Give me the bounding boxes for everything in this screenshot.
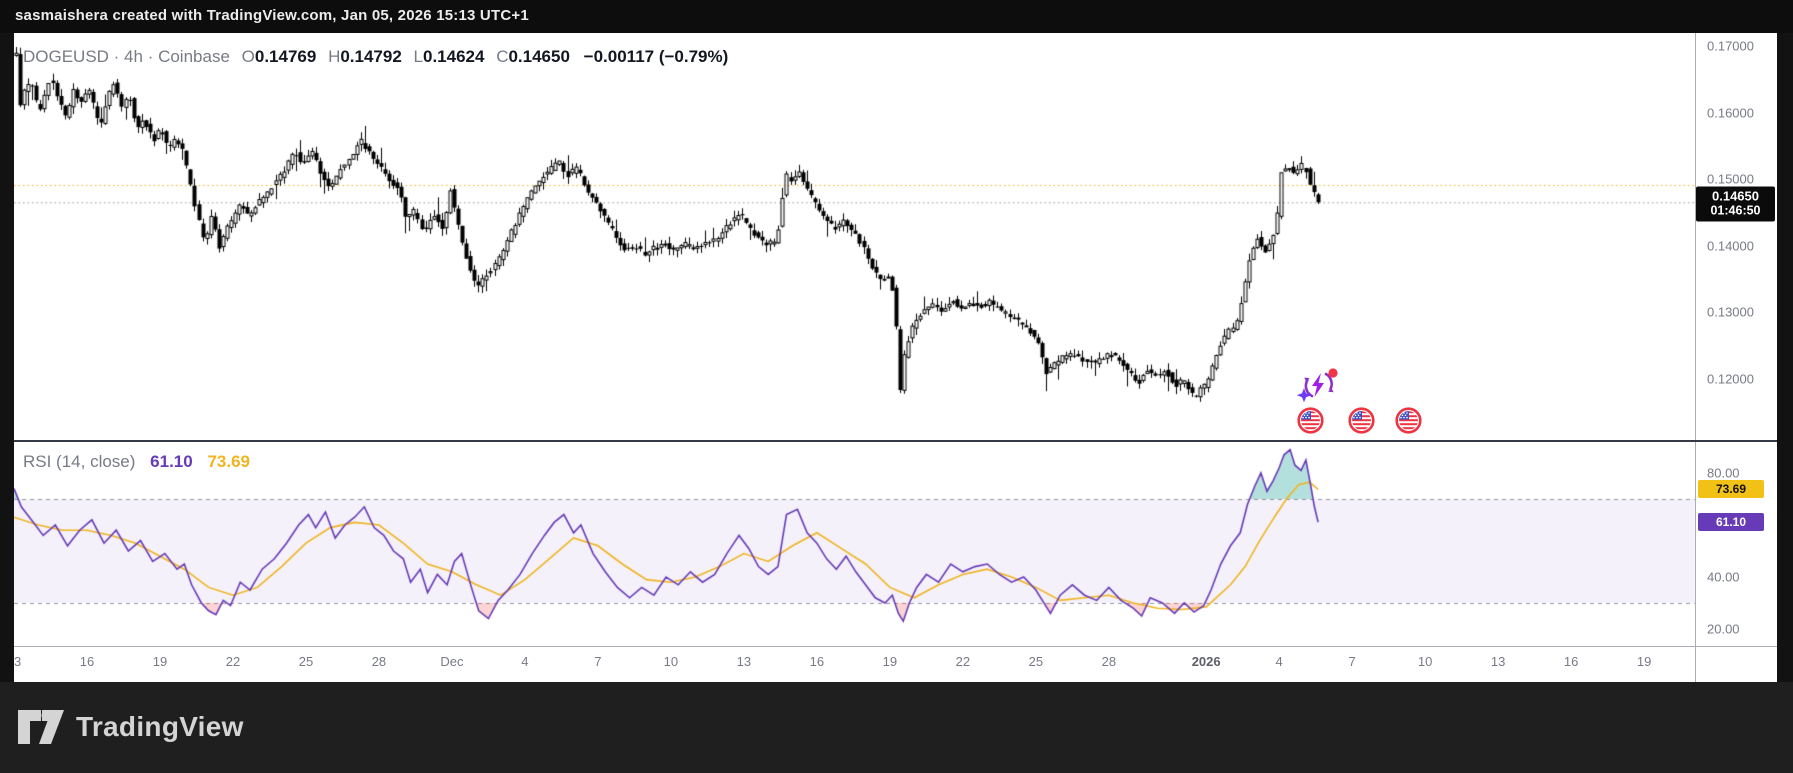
price-tick-label: 0.14000 (1707, 238, 1754, 253)
ohlc-low: L0.14624 (413, 47, 485, 66)
time-tick-label: 13 (1490, 654, 1506, 669)
ohlc-open: O0.14769 (241, 47, 317, 66)
rsi-main-badge: 61.10 (1698, 513, 1764, 531)
time-tick-label: 4 (1275, 654, 1283, 669)
price-tick-label: 0.12000 (1707, 371, 1754, 386)
refresh-lightning-sparkle-icon[interactable] (1296, 366, 1339, 409)
time-tick-label: 7 (1348, 654, 1356, 669)
rsi-value-ma: 73.69 (207, 452, 250, 471)
symbol-title: DOGEUSD · 4h · Coinbase (23, 47, 230, 66)
rsi-tick-label: 20.00 (1707, 621, 1740, 637)
time-tick-label: 10 (1417, 654, 1433, 669)
rsi-ma-badge: 73.69 (1698, 480, 1764, 498)
time-tick-label: 19 (882, 654, 898, 669)
price-scale-divider (1695, 33, 1696, 682)
time-tick-label: 22 (225, 654, 241, 669)
rsi-tick-label: 80.00 (1707, 465, 1740, 481)
bar-countdown: 01:46:50 (1710, 203, 1761, 218)
us-flag-event-icon[interactable] (1395, 407, 1422, 439)
attribution-bar: sasmaishera created with TradingView.com… (0, 0, 1793, 33)
rsi-value-main: 61.10 (150, 452, 193, 471)
time-tick-label: 28 (1101, 654, 1117, 669)
last-price-badge: 0.14650 01:46:50 (1696, 186, 1775, 222)
time-tick-label: 25 (298, 654, 314, 669)
time-tick-label: 7 (594, 654, 602, 669)
time-tick-label: 10 (663, 654, 679, 669)
attribution-text: sasmaishera created with TradingView.com… (15, 7, 529, 24)
price-tick-label: 0.16000 (1707, 105, 1754, 120)
price-tick-label: 0.15000 (1707, 171, 1754, 187)
ohlc-high: H0.14792 (328, 47, 402, 66)
chart-area: DOGEUSD · 4h · Coinbase O0.14769 H0.1479… (14, 33, 1777, 682)
us-flag-event-icon[interactable] (1348, 407, 1375, 439)
time-tick-label: 28 (371, 654, 387, 669)
time-tick-label: 22 (955, 654, 971, 669)
time-tick-label: 16 (1563, 654, 1579, 669)
price-change: −0.00117 (−0.79%) (583, 47, 729, 66)
time-tick-label: 19 (152, 654, 168, 669)
time-tick-label: 4 (521, 654, 529, 669)
tradingview-logo-icon (18, 710, 64, 744)
time-tick-label: 16 (79, 654, 95, 669)
time-tick-label: 25 (1028, 654, 1044, 669)
tradingview-logo-text: TradingView (76, 711, 244, 742)
rsi-legend[interactable]: RSI (14, close) 61.10 73.69 (23, 452, 250, 472)
price-tick-label: 0.17000 (1707, 38, 1754, 54)
us-flag-event-icon[interactable] (1297, 407, 1324, 439)
price-tick-label: 0.13000 (1707, 304, 1754, 320)
time-scale-divider (14, 646, 1777, 647)
time-tick-label: 13 (14, 654, 22, 669)
chart-canvas[interactable] (14, 33, 1777, 682)
symbol-legend[interactable]: DOGEUSD · 4h · Coinbase O0.14769 H0.1479… (23, 47, 728, 67)
time-tick-label: 16 (809, 654, 825, 669)
pane-separator[interactable] (14, 440, 1777, 442)
ohlc-close: C0.14650 (496, 47, 570, 66)
footer-bar: TradingView (0, 682, 1793, 773)
tradingview-logo[interactable]: TradingView (18, 710, 244, 744)
time-tick-label: 19 (1636, 654, 1652, 669)
time-tick-label: 2026 (1191, 654, 1221, 669)
time-tick-label: Dec (440, 654, 464, 669)
time-tick-label: 13 (736, 654, 752, 669)
rsi-title: RSI (14, close) (23, 452, 136, 471)
rsi-tick-label: 40.00 (1707, 569, 1740, 585)
